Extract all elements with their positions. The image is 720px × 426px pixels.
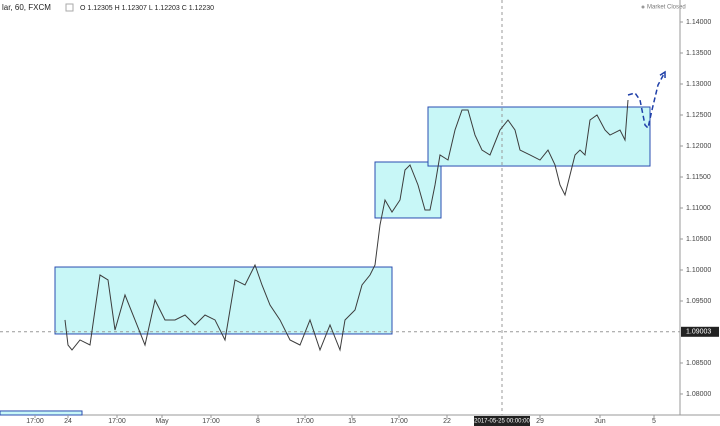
crosshair-time-box [474, 416, 530, 426]
y-tick-label: 1.11000 [686, 205, 711, 212]
range-box [427, 106, 651, 167]
x-tick-label: 24 [64, 418, 72, 425]
x-tick-label: 22 [443, 418, 451, 425]
x-tick-label: Jun [594, 418, 605, 425]
price-line [64, 99, 629, 352]
y-tick-label: 1.08000 [686, 391, 711, 398]
x-tick-label: 17:00 [108, 418, 126, 425]
range-box [0, 410, 83, 416]
ohlc: O 1.12305 H 1.12307 L 1.12203 C 1.12230 [80, 5, 214, 12]
y-tick-label: 1.10000 [686, 267, 711, 274]
status-dot [641, 5, 645, 9]
range-box [54, 266, 393, 335]
toggle[interactable] [65, 3, 74, 12]
crosshair-time-label: 2017-05-25 00:00:00 [474, 419, 530, 425]
x-tick-label: 5 [652, 418, 656, 425]
x-tick-label: 8 [256, 418, 260, 425]
x-tick-label: 17:00 [296, 418, 314, 425]
y-tick-label: 1.12500 [686, 112, 711, 119]
forecast-path [627, 71, 666, 130]
x-tick-label: 29 [536, 418, 544, 425]
crosshair-price-box [681, 326, 719, 337]
x-tick-label: 17:00 [390, 418, 408, 425]
symbol: lar, 60, FXCM [2, 3, 51, 12]
y-tick-label: 1.12000 [686, 143, 711, 150]
y-tick-label: 1.08500 [686, 360, 711, 367]
y-tick-label: 1.13000 [686, 81, 711, 88]
x-tick-label: 17:00 [26, 418, 44, 425]
y-tick-label: 1.10500 [686, 236, 711, 243]
forecast-arrowhead [659, 70, 666, 78]
range-box [374, 161, 442, 219]
x-tick-label: 15 [348, 418, 356, 425]
crosshair-price-label: 1.09003 [686, 329, 711, 336]
x-tick-label: 17:00 [202, 418, 220, 425]
y-tick-label: 1.09500 [686, 298, 711, 305]
x-tick-label: May [155, 418, 169, 425]
y-tick-label: 1.13500 [686, 50, 711, 57]
y-tick-label: 1.14000 [686, 19, 711, 26]
y-tick-label: 1.11500 [686, 174, 711, 181]
market-status: Market Closed [647, 5, 686, 11]
